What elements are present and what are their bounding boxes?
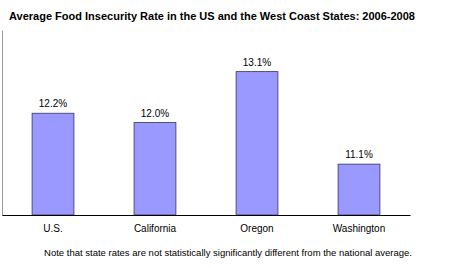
data-label: 12.2% — [39, 98, 67, 109]
y-axis-line — [2, 31, 3, 216]
data-label: 13.1% — [243, 57, 271, 68]
annotation: Note that state rates are not statistica… — [44, 247, 412, 258]
bar — [134, 123, 176, 216]
chart: Average Food Insecurity Rate in the US a… — [0, 0, 450, 268]
data-label: 12.0% — [141, 108, 169, 119]
bars — [32, 72, 380, 215]
plot: 12.2% 12.0% 13.1% 11.1% U.S. California Oregon… — [3, 31, 411, 235]
title: Average Food Insecurity Rate in the US a… — [9, 10, 415, 22]
x-tick: Washington — [333, 223, 385, 234]
x-axis-line — [3, 215, 411, 216]
x-tick: U.S. — [43, 223, 62, 234]
bar — [338, 164, 380, 215]
x-tick-label: Washington — [333, 223, 385, 234]
x-tick-label: Oregon — [240, 223, 273, 234]
data-labels: 12.2% 12.0% 13.1% 11.1% — [39, 57, 373, 161]
bar — [32, 113, 74, 215]
x-axis: U.S. California Oregon Washington — [3, 216, 411, 235]
x-tick-label: U.S. — [43, 223, 62, 234]
y-axis — [2, 31, 3, 216]
x-tick-label: California — [134, 223, 177, 234]
x-tick: Oregon — [240, 223, 273, 234]
bar — [236, 72, 278, 215]
data-label: 11.1% — [345, 149, 373, 160]
x-tick: California — [134, 223, 177, 234]
